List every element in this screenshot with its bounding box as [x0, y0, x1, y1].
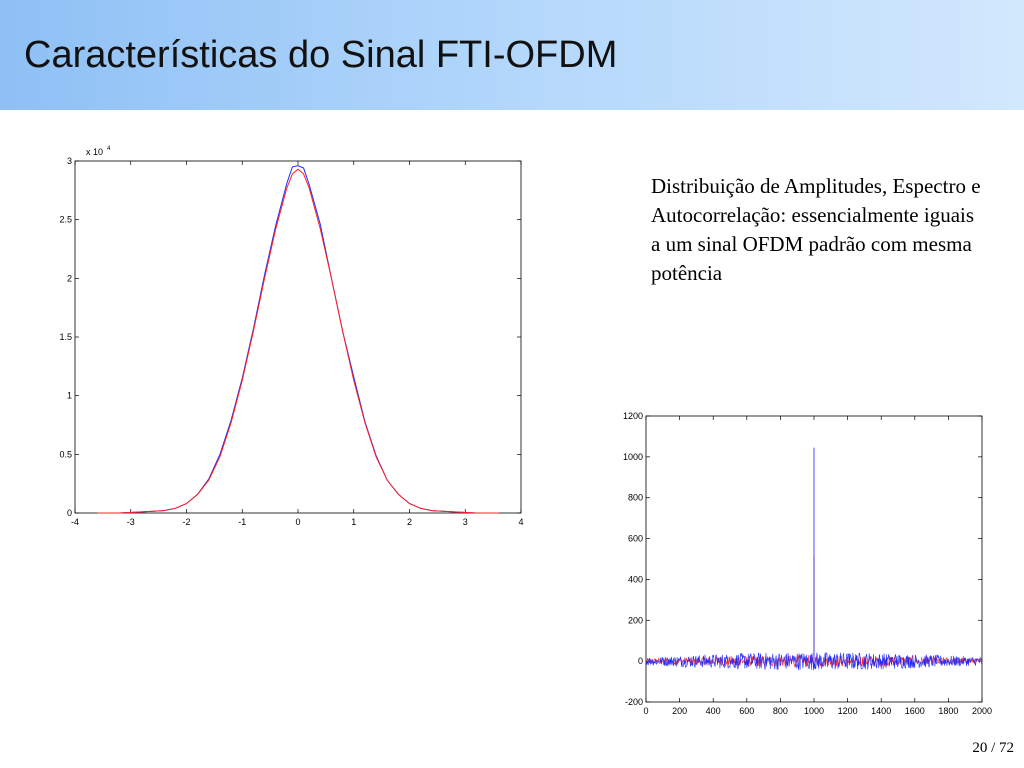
- chart1-y-tick-label: 400: [628, 574, 643, 584]
- chart0-x-tick-label: -1: [238, 517, 246, 527]
- chart0-x-tick-label: -4: [71, 517, 79, 527]
- autocorrelation-chart: 0 200 400 600 800 1000 1200 1400 1600 1800 2000-20…: [623, 411, 992, 716]
- chart1-x-tick-label: 1400: [871, 706, 891, 716]
- title-bar: Características do Sinal FTI-OFDM: [0, 0, 1024, 110]
- page-number: 20 / 72: [972, 740, 1014, 756]
- chart0-x-tick-label: 1: [351, 517, 356, 527]
- chart0-x-tick-label: 0: [295, 517, 300, 527]
- chart0-y-tick-label: 2: [67, 273, 72, 283]
- chart1-y-tick-label: -200: [625, 697, 643, 707]
- chart1-y-tick-label: 800: [628, 493, 643, 503]
- chart1-x-tick-label: 600: [739, 706, 754, 716]
- amplitude-distribution-chart: -4 -3 -2 -1 0 1 2 3 4 0 0.5 1 1.5 2 2.5 3 x 10 4: [59, 146, 523, 527]
- chart0-y-tick-label: 0.5: [59, 449, 72, 459]
- chart0-x-tick-label: -3: [127, 517, 135, 527]
- chart1-y-tick-label: 1000: [623, 452, 643, 462]
- chart0-y-tick-label: 0: [67, 508, 72, 518]
- chart0-y-tick-label: 2.5: [59, 215, 72, 225]
- chart1-x-tick-label: 1600: [905, 706, 925, 716]
- chart1-y-tick-label: 200: [628, 615, 643, 625]
- y-exponent-power: 4: [107, 146, 111, 152]
- chart0-x-tick-label: -2: [182, 517, 190, 527]
- chart0-y-tick-label: 1.5: [59, 332, 72, 342]
- y-exponent-label: x 10: [86, 147, 103, 157]
- chart1-y-tick-label: 600: [628, 534, 643, 544]
- chart1-x-tick-label: 0: [643, 706, 648, 716]
- chart0-y-tick-label: 1: [67, 391, 72, 401]
- chart1-y-tick-label: 0: [638, 656, 643, 666]
- chart1-x-tick-label: 1000: [804, 706, 824, 716]
- chart0-y-tick-label: 3: [67, 156, 72, 166]
- chart1-x-tick-label: 1200: [838, 706, 858, 716]
- chart0-x-tick-label: 2: [407, 517, 412, 527]
- chart0-series-red-line: [97, 168, 499, 514]
- chart1-y-tick-label: 1200: [623, 411, 643, 421]
- slide-text: Distribuição de Amplitudes, Espectro e A…: [651, 174, 981, 285]
- chart1-x-tick-label: 2000: [972, 706, 992, 716]
- chart0-plot-frame: [74, 160, 522, 514]
- chart1-x-tick-label: 1800: [938, 706, 958, 716]
- chart0-x-tick-label: 4: [518, 517, 523, 527]
- slide-title: Características do Sinal FTI-OFDM: [24, 34, 618, 76]
- chart1-x-tick-label: 200: [672, 706, 687, 716]
- chart0-x-tick-label: 3: [463, 517, 468, 527]
- chart1-x-tick-label: 400: [706, 706, 721, 716]
- chart1-x-tick-label: 800: [773, 706, 788, 716]
